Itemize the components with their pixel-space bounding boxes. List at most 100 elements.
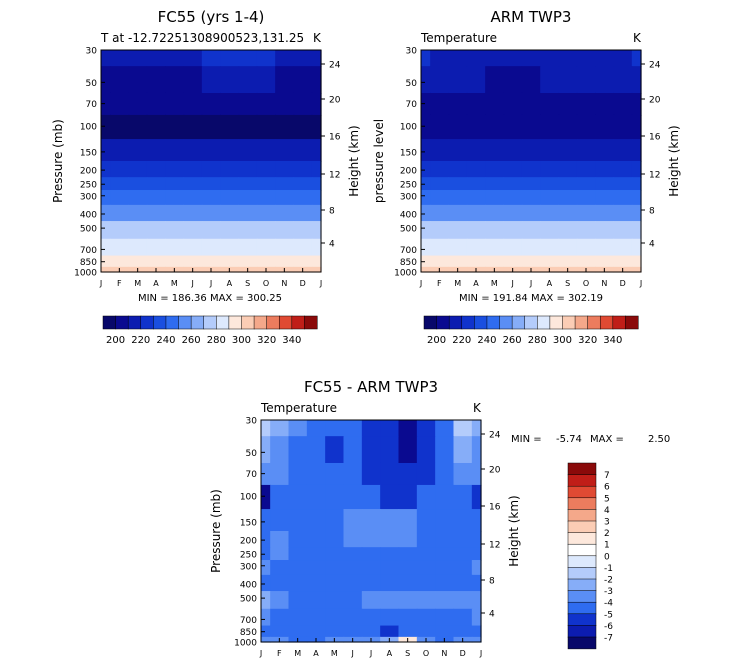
heat-cell	[398, 608, 418, 627]
heat-cell	[306, 591, 326, 610]
colorbar-label: 0	[604, 552, 610, 562]
heat-cell	[576, 66, 596, 94]
heat-cell	[311, 190, 322, 206]
heat-cell	[146, 139, 166, 162]
colorbar-swatch	[567, 578, 597, 592]
y-tick-label: 1000	[394, 269, 417, 279]
heat-cell	[576, 161, 596, 178]
heat-cell	[220, 66, 240, 94]
heat-cell	[165, 190, 185, 206]
heat-cell	[558, 221, 578, 240]
heat-cell	[288, 531, 308, 548]
heat-cell	[503, 177, 523, 191]
heat-cell	[466, 50, 486, 67]
heat-cell	[183, 92, 203, 116]
heat-cell	[183, 50, 203, 67]
heat-cell	[466, 190, 486, 206]
heat-cell	[201, 177, 221, 191]
x-tick-label: J	[529, 279, 532, 288]
heat-cell	[380, 560, 400, 576]
heat-cell	[576, 238, 596, 257]
heat-cell	[183, 238, 203, 257]
heat-cell	[576, 255, 596, 268]
heat-cell	[325, 462, 345, 486]
heat-cell	[293, 114, 313, 140]
heat-cell	[485, 114, 505, 140]
chart-subtitle-left: Temperature	[420, 31, 497, 45]
heat-cell	[430, 255, 450, 268]
x-tick-label: J	[99, 279, 102, 288]
heat-cell	[101, 266, 111, 273]
colorbar-swatch	[253, 315, 268, 330]
heat-cell	[448, 221, 468, 240]
y-tick-label: 30	[246, 417, 258, 427]
heat-cell	[558, 50, 578, 67]
heat-cell	[430, 114, 450, 140]
heat-cell	[110, 139, 130, 162]
heat-cell	[238, 50, 258, 67]
heat-cell	[128, 177, 148, 191]
heat-cell	[466, 66, 486, 94]
heat-cell	[503, 190, 523, 206]
heat-cell	[101, 114, 111, 140]
heat-cell	[471, 625, 482, 638]
heat-cell	[270, 509, 290, 532]
heat-cell	[453, 591, 473, 610]
heat-cell	[613, 177, 633, 191]
heat-cell	[430, 221, 450, 240]
colorbar-label: 240	[156, 335, 175, 346]
heat-cell	[201, 255, 221, 268]
heat-cell	[435, 509, 455, 532]
heat-cell	[343, 608, 363, 627]
x-tick-label: D	[460, 649, 466, 658]
heat-cell	[380, 608, 400, 627]
colorbar-swatch	[599, 315, 614, 330]
heat-cell	[238, 139, 258, 162]
heat-cell	[101, 66, 111, 94]
y-tick-label: 50	[246, 449, 258, 459]
heat-cell	[631, 50, 642, 67]
heat-cell	[466, 139, 486, 162]
heat-cell	[435, 574, 455, 592]
heat-cell	[343, 591, 363, 610]
colorbar-label: 260	[182, 335, 201, 346]
y2-tick-label: 4	[329, 240, 335, 250]
colorbar-swatch	[567, 497, 597, 510]
x-tick-label: F	[117, 279, 122, 288]
heat-cell	[471, 484, 482, 510]
heat-cell	[343, 484, 363, 510]
colorbar-swatch	[567, 590, 597, 603]
heat-cell	[261, 484, 271, 510]
heat-cell	[435, 591, 455, 610]
heat-cell	[521, 161, 541, 178]
chart-title: FC55 (yrs 1-4)	[158, 8, 265, 26]
heat-cell	[398, 547, 418, 561]
heat-cell	[311, 161, 322, 178]
x-tick-label: J	[369, 649, 372, 658]
heat-cell	[165, 204, 185, 222]
heat-cell	[261, 625, 271, 638]
heat-cell	[595, 238, 615, 257]
heat-cell	[471, 574, 482, 592]
y2-tick-label: 24	[329, 61, 341, 71]
heat-cell	[540, 204, 560, 222]
heat-cell	[521, 177, 541, 191]
heat-cell	[361, 547, 381, 561]
heat-cell	[293, 177, 313, 191]
heat-cell	[311, 114, 322, 140]
heat-cell	[448, 92, 468, 116]
y2-tick-label: 24	[489, 431, 501, 441]
heat-cell	[448, 50, 468, 67]
heat-cell	[288, 625, 308, 638]
heat-cell	[576, 92, 596, 116]
heat-cell	[421, 92, 431, 116]
heat-cell	[146, 161, 166, 178]
colorbar-label: 220	[452, 335, 471, 346]
y-tick-label: 150	[400, 148, 417, 158]
heat-cell	[201, 139, 221, 162]
heat-cell	[256, 114, 276, 140]
heat-cell	[311, 177, 322, 191]
heat-cell	[435, 560, 455, 576]
heat-cell	[220, 139, 240, 162]
colorbar-swatch	[567, 509, 597, 522]
